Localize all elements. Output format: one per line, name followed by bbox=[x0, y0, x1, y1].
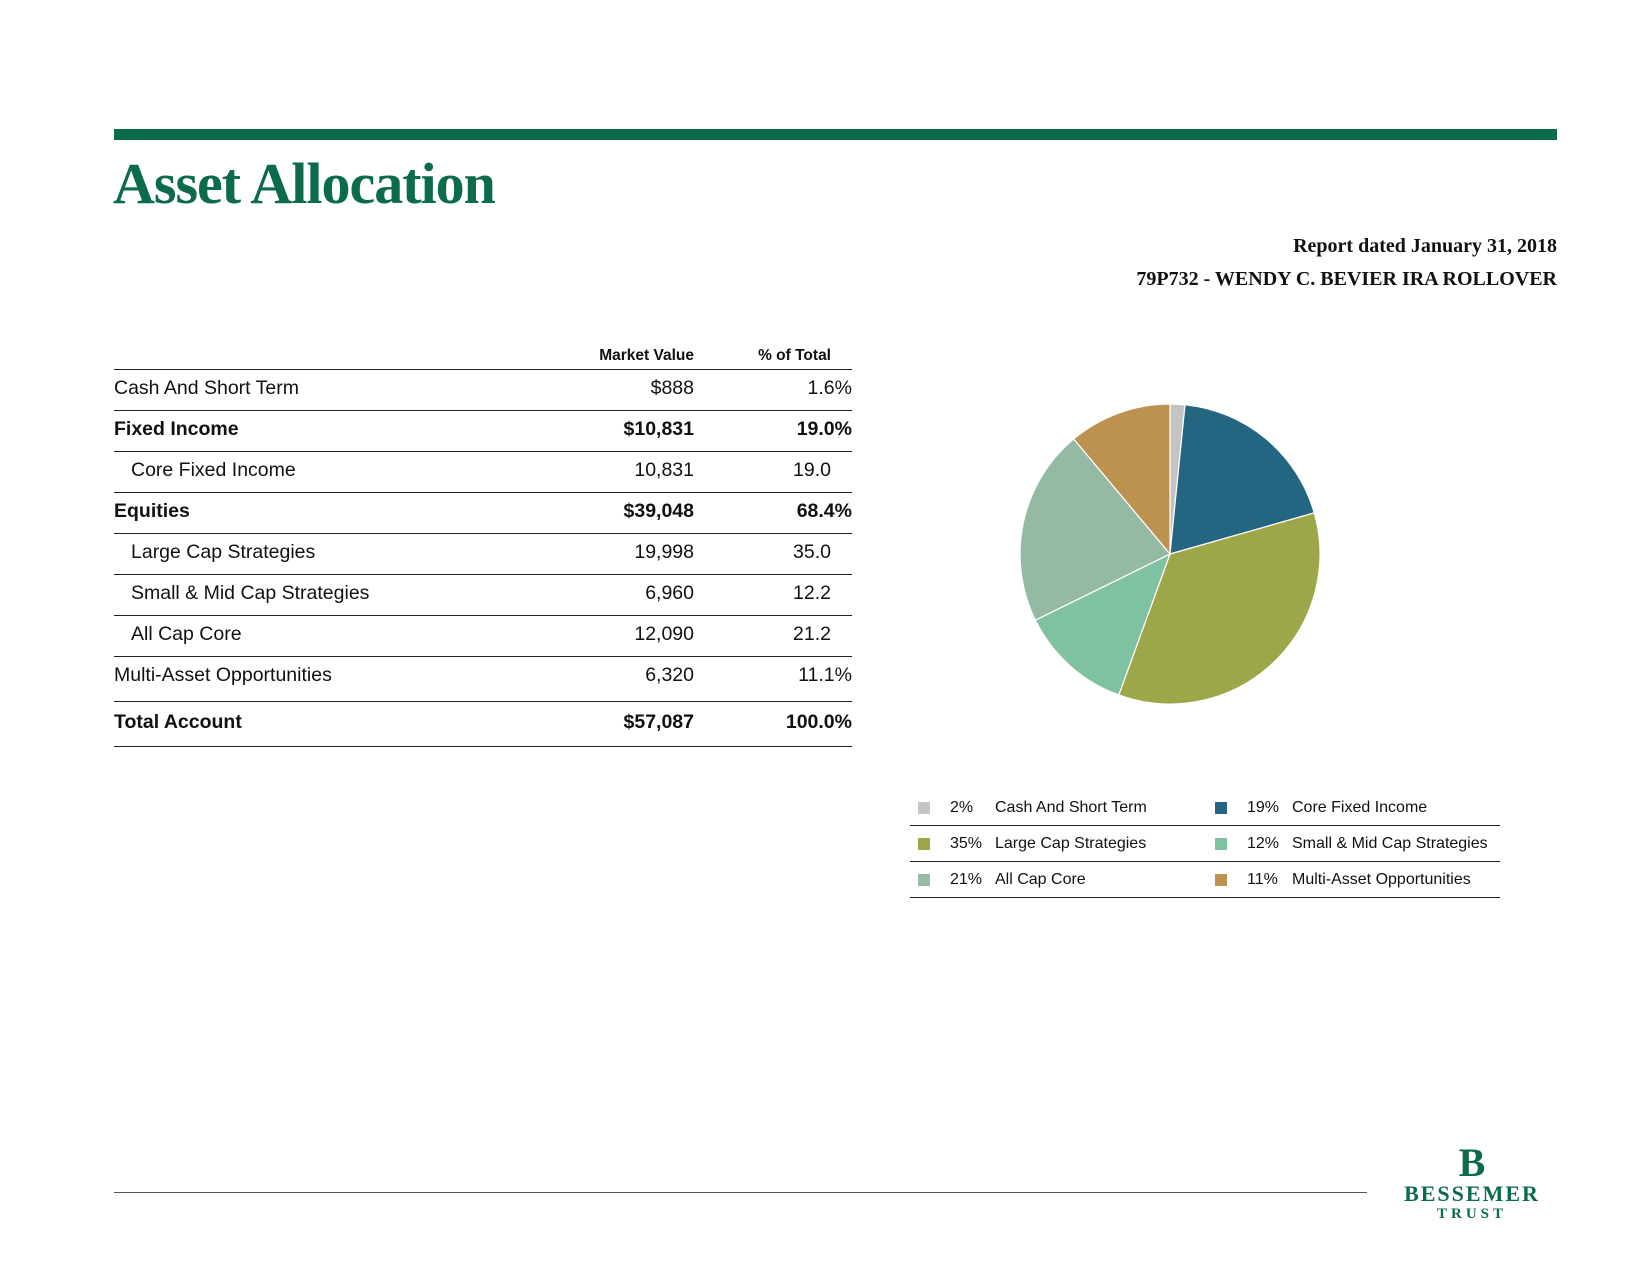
legend-swatch bbox=[1215, 874, 1227, 886]
row-pct: 11.1% bbox=[798, 664, 852, 686]
legend-pct: 12% bbox=[1247, 835, 1280, 852]
row-pct: 19.0 bbox=[793, 459, 831, 481]
footer-rule bbox=[114, 1192, 1367, 1193]
total-row: Total Account $57,087 100.0% bbox=[114, 702, 852, 747]
table-header: Market Value % of Total bbox=[114, 345, 852, 370]
legend-row: 2% Cash And Short Term 19% Core Fixed In… bbox=[910, 790, 1500, 826]
legend-row: 21% All Cap Core 11% Multi-Asset Opportu… bbox=[910, 862, 1500, 898]
legend-item: 2% Cash And Short Term bbox=[910, 798, 1205, 818]
legend-swatch bbox=[918, 874, 930, 886]
legend-item: 12% Small & Mid Cap Strategies bbox=[1207, 834, 1502, 854]
pie-slice bbox=[1034, 552, 1172, 696]
row-market-value: $888 bbox=[650, 377, 694, 399]
report-date: Report dated January 31, 2018 bbox=[1293, 235, 1557, 257]
top-rule bbox=[114, 129, 1557, 140]
row-label: Cash And Short Term bbox=[114, 377, 299, 399]
legend-pct: 11% bbox=[1247, 871, 1278, 888]
table-row: Small & Mid Cap Strategies 6,960 12.2 bbox=[114, 575, 852, 616]
pie-slice bbox=[1072, 403, 1171, 556]
legend-label: All Cap Core bbox=[995, 871, 1086, 888]
row-pct: 1.6% bbox=[807, 377, 852, 399]
table-row: All Cap Core 12,090 21.2 bbox=[114, 616, 852, 657]
table-row: Fixed Income $10,831 19.0% bbox=[114, 411, 852, 452]
row-pct: 21.2 bbox=[793, 623, 831, 645]
legend-swatch bbox=[1215, 838, 1227, 850]
row-pct: 35.0 bbox=[793, 541, 831, 563]
allocation-pie-chart bbox=[1019, 403, 1321, 705]
total-market-value: $57,087 bbox=[623, 711, 695, 733]
legend-label: Core Fixed Income bbox=[1292, 799, 1428, 816]
table-row: Core Fixed Income 10,831 19.0 bbox=[114, 452, 852, 493]
bessemer-trust-logo: B BESSEMER TRUST bbox=[1392, 1143, 1552, 1223]
row-market-value: 12,090 bbox=[634, 623, 694, 645]
logo-word-bessemer: BESSEMER bbox=[1404, 1181, 1540, 1206]
legend-label: Small & Mid Cap Strategies bbox=[1292, 835, 1488, 852]
row-pct: 68.4% bbox=[796, 500, 852, 522]
legend-item: 35% Large Cap Strategies bbox=[910, 834, 1205, 854]
row-label: Core Fixed Income bbox=[131, 459, 296, 481]
row-label: Small & Mid Cap Strategies bbox=[131, 582, 370, 604]
page-title: Asset Allocation bbox=[113, 151, 496, 216]
pie-legend: 2% Cash And Short Term 19% Core Fixed In… bbox=[910, 790, 1500, 898]
total-pct: 100.0% bbox=[785, 711, 852, 733]
row-pct: 19.0% bbox=[796, 418, 852, 440]
legend-pct: 2% bbox=[950, 799, 974, 816]
table-row: Equities $39,048 68.4% bbox=[114, 493, 852, 534]
row-market-value: 6,320 bbox=[645, 664, 694, 686]
market-value-header: Market Value bbox=[599, 347, 694, 364]
row-label: Large Cap Strategies bbox=[131, 541, 316, 563]
row-market-value: 6,960 bbox=[645, 582, 694, 604]
table-row: Large Cap Strategies 19,998 35.0 bbox=[114, 534, 852, 575]
legend-pct: 21% bbox=[950, 871, 983, 888]
table-row: Cash And Short Term $888 1.6% bbox=[114, 370, 852, 411]
row-label: Fixed Income bbox=[114, 418, 239, 440]
legend-item: 19% Core Fixed Income bbox=[1207, 798, 1502, 818]
row-market-value: 10,831 bbox=[634, 459, 694, 481]
legend-swatch bbox=[1215, 802, 1227, 814]
row-label: All Cap Core bbox=[131, 623, 242, 645]
legend-label: Large Cap Strategies bbox=[995, 835, 1147, 852]
legend-swatch bbox=[918, 838, 930, 850]
logo-mark: B bbox=[1458, 1140, 1486, 1185]
row-market-value: $10,831 bbox=[623, 418, 695, 440]
legend-item: 11% Multi-Asset Opportunities bbox=[1207, 870, 1502, 890]
pie-slice bbox=[1118, 512, 1321, 705]
pie-slice bbox=[1169, 404, 1315, 555]
account-name: 79P732 - WENDY C. BEVIER IRA ROLLOVER bbox=[1136, 268, 1557, 290]
row-label: Equities bbox=[114, 500, 190, 522]
pie-slice bbox=[1019, 438, 1171, 621]
total-label: Total Account bbox=[114, 711, 242, 733]
legend-label: Cash And Short Term bbox=[995, 799, 1147, 816]
legend-row: 35% Large Cap Strategies 12% Small & Mid… bbox=[910, 826, 1500, 862]
row-market-value: 19,998 bbox=[634, 541, 694, 563]
legend-pct: 19% bbox=[1247, 799, 1280, 816]
row-market-value: $39,048 bbox=[623, 500, 695, 522]
row-pct: 12.2 bbox=[793, 582, 831, 604]
allocation-table: Market Value % of Total Cash And Short T… bbox=[114, 345, 852, 747]
legend-swatch bbox=[918, 802, 930, 814]
logo-word-trust: TRUST bbox=[1436, 1206, 1508, 1222]
table-row: Multi-Asset Opportunities 6,320 11.1% bbox=[114, 657, 852, 702]
legend-pct: 35% bbox=[950, 835, 983, 852]
pct-total-header: % of Total bbox=[758, 347, 831, 364]
row-label: Multi-Asset Opportunities bbox=[114, 664, 332, 686]
legend-item: 21% All Cap Core bbox=[910, 870, 1205, 890]
legend-label: Multi-Asset Opportunities bbox=[1292, 871, 1471, 888]
